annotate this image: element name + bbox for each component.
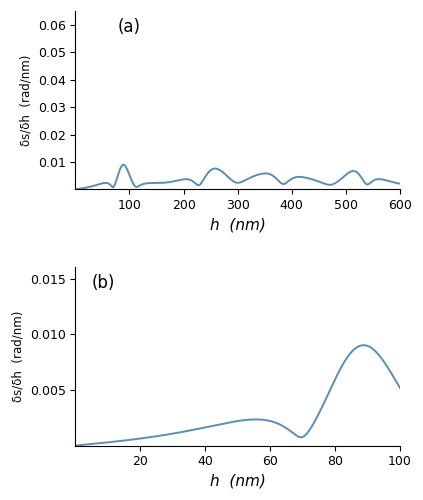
- X-axis label: h  (nm): h (nm): [210, 474, 266, 489]
- Y-axis label: δs/δh  (rad/nm): δs/δh (rad/nm): [11, 311, 24, 402]
- X-axis label: h  (nm): h (nm): [210, 218, 266, 232]
- Text: (b): (b): [92, 274, 115, 292]
- Text: (a): (a): [118, 18, 140, 36]
- Y-axis label: δs/δh  (rad/nm): δs/δh (rad/nm): [19, 54, 32, 146]
